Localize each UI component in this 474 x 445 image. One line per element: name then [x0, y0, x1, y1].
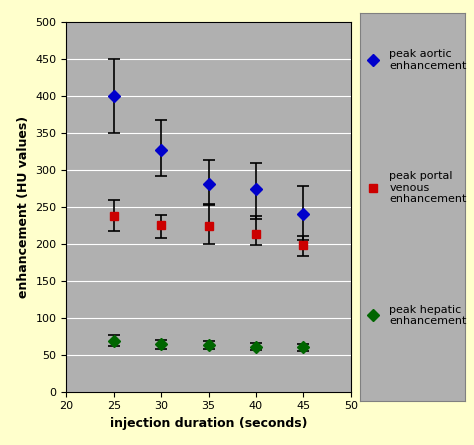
Text: peak hepatic
enhancement: peak hepatic enhancement [390, 304, 467, 326]
Text: peak aortic
enhancement: peak aortic enhancement [390, 49, 467, 71]
Y-axis label: enhancement (HU values): enhancement (HU values) [17, 116, 30, 298]
X-axis label: injection duration (seconds): injection duration (seconds) [110, 417, 307, 430]
Text: peak portal
venous
enhancement: peak portal venous enhancement [390, 171, 467, 204]
